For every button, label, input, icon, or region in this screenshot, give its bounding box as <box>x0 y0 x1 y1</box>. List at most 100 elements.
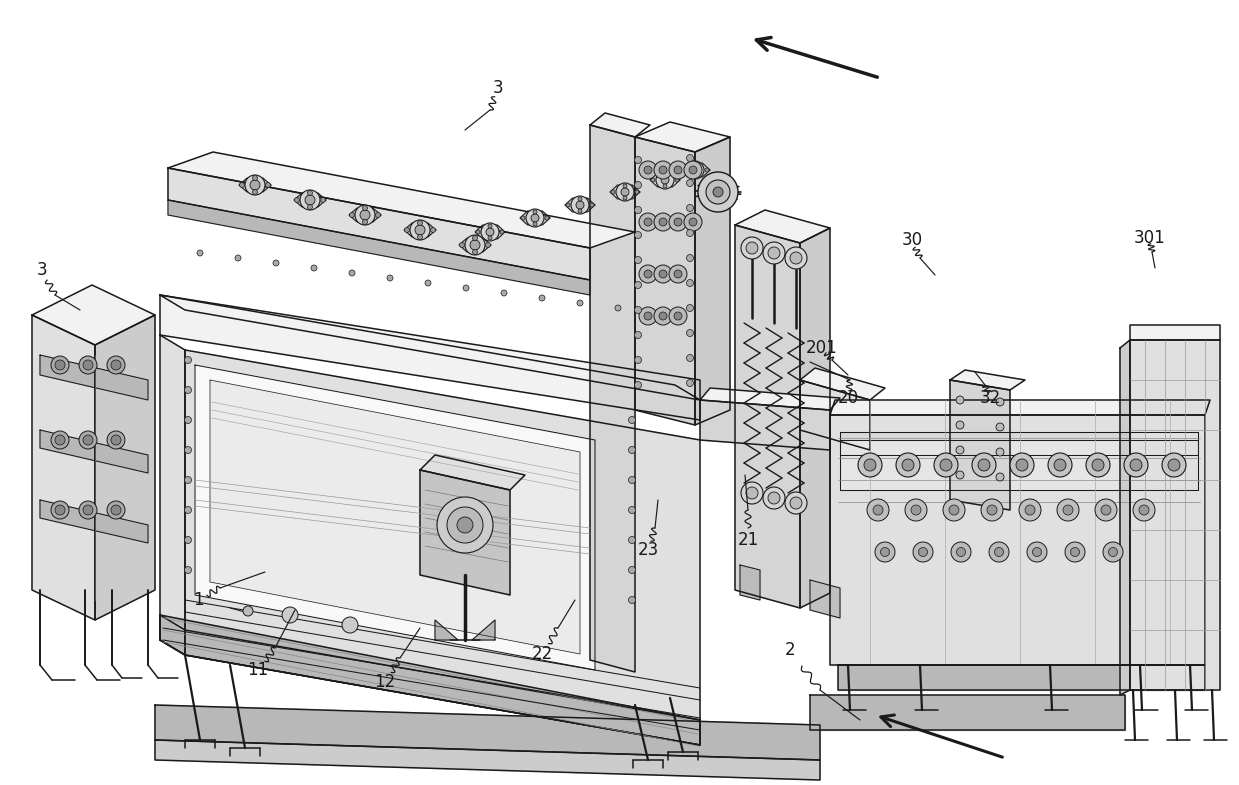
Circle shape <box>488 224 492 228</box>
Circle shape <box>1087 453 1110 477</box>
Circle shape <box>669 265 686 283</box>
Circle shape <box>522 216 525 220</box>
Circle shape <box>644 312 652 320</box>
Polygon shape <box>169 200 590 295</box>
Circle shape <box>681 168 685 172</box>
Circle shape <box>576 201 584 209</box>
Circle shape <box>943 499 965 521</box>
Circle shape <box>404 228 410 232</box>
Circle shape <box>634 382 642 389</box>
Circle shape <box>634 232 642 239</box>
Circle shape <box>650 178 655 182</box>
Polygon shape <box>95 315 155 620</box>
Circle shape <box>628 417 636 423</box>
Circle shape <box>896 453 921 477</box>
Circle shape <box>686 305 694 312</box>
Circle shape <box>1025 505 1035 515</box>
Circle shape <box>686 330 694 337</box>
Circle shape <box>1162 453 1186 477</box>
Circle shape <box>973 453 996 477</box>
Circle shape <box>911 505 921 515</box>
Circle shape <box>79 356 97 374</box>
Circle shape <box>415 225 425 235</box>
Circle shape <box>957 547 965 557</box>
Polygon shape <box>810 580 840 618</box>
Polygon shape <box>830 415 1206 665</box>
Circle shape <box>1103 542 1123 562</box>
Text: 30: 30 <box>902 231 923 249</box>
Circle shape <box>952 542 971 562</box>
Circle shape <box>790 497 802 509</box>
Circle shape <box>472 236 477 240</box>
Text: 12: 12 <box>374 673 395 691</box>
Circle shape <box>1057 499 1079 521</box>
Circle shape <box>881 547 890 557</box>
Circle shape <box>628 597 636 604</box>
Circle shape <box>430 228 435 232</box>
Circle shape <box>476 230 479 234</box>
Polygon shape <box>680 163 710 177</box>
Circle shape <box>659 312 667 320</box>
Polygon shape <box>420 470 510 595</box>
Circle shape <box>669 307 686 325</box>
Circle shape <box>705 168 709 172</box>
Circle shape <box>684 161 703 179</box>
Circle shape <box>51 431 69 449</box>
Circle shape <box>768 492 781 504</box>
Polygon shape <box>160 295 700 420</box>
Circle shape <box>634 331 642 338</box>
Circle shape <box>674 312 681 320</box>
Circle shape <box>470 240 479 250</box>
Circle shape <box>363 220 368 225</box>
Circle shape <box>488 236 492 240</box>
Circle shape <box>185 447 192 454</box>
Text: 3: 3 <box>37 261 47 279</box>
Circle shape <box>660 176 669 184</box>
Circle shape <box>361 210 370 220</box>
Polygon shape <box>810 695 1125 730</box>
Circle shape <box>746 487 758 499</box>
Circle shape <box>51 356 69 374</box>
Circle shape <box>763 242 786 264</box>
Circle shape <box>611 190 615 194</box>
Circle shape <box>686 180 694 187</box>
Circle shape <box>185 356 192 363</box>
Circle shape <box>1168 459 1180 471</box>
Circle shape <box>639 307 657 325</box>
Circle shape <box>634 257 642 264</box>
Text: 2: 2 <box>784 641 795 659</box>
Circle shape <box>311 265 317 271</box>
Circle shape <box>1027 542 1047 562</box>
Polygon shape <box>420 455 525 490</box>
Circle shape <box>615 305 621 311</box>
Circle shape <box>628 476 636 484</box>
Circle shape <box>83 505 93 515</box>
Circle shape <box>460 243 465 247</box>
Circle shape <box>185 506 192 513</box>
Circle shape <box>1139 505 1149 515</box>
Polygon shape <box>838 665 1206 690</box>
Circle shape <box>913 542 933 562</box>
Circle shape <box>741 482 763 504</box>
Polygon shape <box>735 225 800 608</box>
Circle shape <box>527 209 544 227</box>
Circle shape <box>693 162 698 166</box>
Circle shape <box>644 270 652 278</box>
Circle shape <box>410 220 430 240</box>
Circle shape <box>698 172 738 212</box>
Circle shape <box>387 275 393 281</box>
Circle shape <box>957 421 964 429</box>
Polygon shape <box>160 335 185 655</box>
Circle shape <box>981 499 1004 521</box>
Polygon shape <box>950 370 1025 390</box>
Circle shape <box>934 453 958 477</box>
Circle shape <box>674 166 681 174</box>
Polygon shape <box>1120 340 1130 695</box>
Circle shape <box>55 505 64 515</box>
Circle shape <box>902 459 914 471</box>
Polygon shape <box>1130 340 1220 690</box>
Text: 21: 21 <box>737 531 758 549</box>
Circle shape <box>995 547 1004 557</box>
Circle shape <box>1066 542 1085 562</box>
Polygon shape <box>700 388 840 410</box>
